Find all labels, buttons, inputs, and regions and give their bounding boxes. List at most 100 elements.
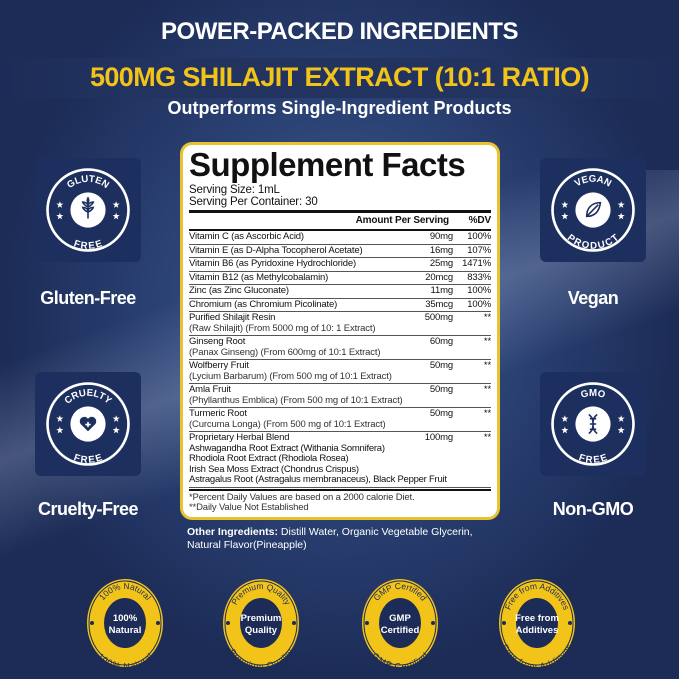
seal-center-line2: Quality bbox=[245, 625, 278, 636]
facts-row: Vitamin B12 (as Methylcobalamin) 20mcg 833… bbox=[189, 271, 491, 285]
star-icon bbox=[56, 426, 64, 434]
facts-header: Amount Per Serving %DV bbox=[189, 213, 491, 231]
headline-band bbox=[0, 58, 679, 98]
badge-non-gmo: GMO FREE bbox=[540, 372, 646, 476]
nutrient-name: Vitamin E (as D-Alpha Tocopherol Acetate… bbox=[189, 244, 363, 256]
supplement-facts-panel: Supplement Facts Serving Size: 1mL Servi… bbox=[180, 142, 500, 520]
facts-row: Turmeric Root (Curcuma Longa) (From 500 m… bbox=[189, 408, 491, 432]
badge-ring-top: GLUTEN bbox=[65, 174, 111, 191]
nutrient-amount: 11mg bbox=[430, 285, 454, 296]
nutrient-amount: 50mg bbox=[429, 384, 453, 395]
nutrient-source: (Raw Shilajit) (From 5000 mg of 10: 1 Ex… bbox=[189, 322, 376, 334]
star-icon bbox=[617, 212, 625, 220]
seal-center-line2: Certified bbox=[381, 625, 420, 636]
other-text: Distill Water, Organic Vegetable Glyceri… bbox=[187, 525, 473, 551]
nutrient-name: Ginseng Root bbox=[189, 336, 246, 347]
nutrient-source: (Curcuma Longa) (From 500 mg of 10:1 Ext… bbox=[189, 418, 386, 430]
star-icon bbox=[56, 212, 64, 220]
seal-center-line2: Natural bbox=[109, 625, 142, 636]
nutrient-dv: 1471% bbox=[462, 258, 491, 269]
star-icon bbox=[617, 415, 625, 422]
star-icon bbox=[561, 201, 569, 208]
serving-size: Serving Size: 1mL bbox=[189, 184, 280, 196]
badge-ring-top: GMO bbox=[580, 388, 607, 401]
badge-vegan: VEGAN PRODUCT bbox=[540, 158, 646, 262]
facts-row: Purified Shilajit Resin (Raw Shilajit) (F… bbox=[189, 312, 491, 336]
badge-label: Gluten-Free bbox=[40, 288, 136, 308]
blend-amount: 100mg bbox=[424, 432, 453, 443]
badge-ring-top: VEGAN bbox=[573, 174, 613, 190]
facts-row: Wolfberry Fruit (Lycium Barbarum) (From 5… bbox=[189, 360, 491, 384]
star-icon bbox=[112, 201, 120, 208]
nutrient-source: (Lycium Barbarum) (From 500 mg of 10:1 E… bbox=[189, 370, 392, 382]
star-icon bbox=[56, 415, 64, 422]
nutrient-dv: ** bbox=[483, 312, 491, 323]
nutrient-dv: 833% bbox=[467, 271, 491, 283]
seal-center-line1: Premium bbox=[241, 613, 282, 624]
badge-cruelty-free: CRUELTY FREE bbox=[35, 372, 141, 476]
nutrient-amount: 50mg bbox=[429, 360, 453, 371]
nutrient-dv: ** bbox=[483, 336, 491, 347]
svg-text:GLUTEN: GLUTEN bbox=[65, 174, 111, 191]
blend-item: Irish Sea Moss Extract (Chondrus Crispus… bbox=[189, 463, 359, 475]
badge-ring-top: CRUELTY bbox=[63, 388, 114, 407]
nutrient-amount: 35mcg bbox=[425, 298, 453, 310]
col-dv: %DV bbox=[468, 215, 491, 226]
nutrient-dv: ** bbox=[483, 384, 491, 395]
star-icon bbox=[112, 415, 120, 422]
headline: 500MG SHILAJIT EXTRACT (10:1 RATIO) bbox=[89, 62, 590, 92]
facts-row: Vitamin C (as Ascorbic Acid) 90mg 100% bbox=[189, 231, 491, 245]
badge-label: Vegan bbox=[567, 288, 619, 308]
nutrient-amount: 90mg bbox=[429, 231, 453, 242]
subtitle: Outperforms Single-Ingredient Products bbox=[167, 98, 512, 118]
nutrient-amount: 25mg bbox=[429, 258, 453, 269]
facts-row: Vitamin E (as D-Alpha Tocopherol Acetate… bbox=[189, 244, 491, 258]
seal-center-line1: GMP bbox=[389, 613, 411, 624]
svg-text:PRODUCT: PRODUCT bbox=[565, 232, 621, 251]
nutrient-name: Zinc (as Zinc Gluconate) bbox=[189, 285, 289, 296]
nutrient-amount: 50mg bbox=[429, 408, 453, 419]
nutrient-name: Vitamin B6 (as Pyridoxine Hydrochloride) bbox=[189, 258, 357, 269]
star-icon bbox=[112, 212, 120, 220]
seal-center-line2: Additives bbox=[516, 625, 559, 636]
seal-center-line1: Free from bbox=[515, 613, 559, 624]
facts-column: Supplement Facts Serving Size: 1mL Servi… bbox=[180, 142, 500, 552]
badge-label: Non-GMO bbox=[552, 499, 634, 519]
nutrient-amount: 20mcg bbox=[425, 271, 453, 283]
nutrient-name: Vitamin B12 (as Methylcobalamin) bbox=[189, 271, 329, 283]
facts-row: Amla Fruit (Phyllanthus Emblica) (From 50… bbox=[189, 384, 491, 408]
leaf-icon: VEGAN PRODUCT bbox=[551, 168, 635, 252]
nutrient-dv: 100% bbox=[467, 285, 491, 296]
badge-ring-bottom: PRODUCT bbox=[565, 232, 621, 251]
star-icon bbox=[617, 426, 625, 434]
nutrient-name: Wolfberry Fruit bbox=[189, 360, 249, 371]
star-icon bbox=[56, 201, 64, 208]
facts-row: Chromium (as Chromium Picolinate) 35mcg 10… bbox=[189, 298, 491, 312]
servings-per-container: Serving Per Container: 30 bbox=[189, 196, 318, 208]
blend-item: Ashwagandha Root Extract (Withania Somni… bbox=[189, 442, 385, 454]
col-amount: Amount Per Serving bbox=[355, 215, 450, 226]
svg-text:CRUELTY: CRUELTY bbox=[63, 388, 114, 407]
badge-gluten-free: GLUTEN FREE bbox=[35, 158, 141, 262]
nutrient-amount: 500mg bbox=[424, 312, 453, 323]
other-ingredients: Other Ingredients: Distill Water, Organi… bbox=[180, 526, 490, 552]
star-icon bbox=[561, 426, 569, 434]
nutrient-dv: 107% bbox=[467, 244, 491, 256]
blend-row: Proprietary Herbal Blend Ashwagandha Roo… bbox=[189, 432, 491, 488]
nutrient-amount: 16mg bbox=[429, 244, 453, 256]
seal-3: Free from Additives Free from Additives Fr… bbox=[498, 578, 576, 671]
star-icon bbox=[617, 201, 625, 208]
svg-text:GMO: GMO bbox=[580, 388, 607, 401]
facts-row: Vitamin B6 (as Pyridoxine Hydrochloride)… bbox=[189, 258, 491, 272]
blend-name: Proprietary Herbal Blend bbox=[189, 432, 290, 443]
footnote-dv: *Percent Daily Values are based on a 200… bbox=[189, 491, 415, 503]
blend-item: Astragalus Root (Astragalus membranaceus… bbox=[189, 474, 447, 485]
seal-0: 100% Natural 100% Natural 100% Natural bbox=[86, 578, 164, 671]
footnote-not-established: **Daily Value Not Established bbox=[189, 502, 309, 513]
seal-1: Premium Quality Premium Quality Premium Qua… bbox=[222, 578, 300, 671]
footnotes: *Percent Daily Values are based on a 200… bbox=[189, 488, 491, 514]
serving-info: Serving Size: 1mL Serving Per Container:… bbox=[189, 184, 491, 213]
nutrient-dv: ** bbox=[483, 360, 491, 371]
facts-row: Ginseng Root (Panax Ginseng) (From 600mg … bbox=[189, 336, 491, 360]
